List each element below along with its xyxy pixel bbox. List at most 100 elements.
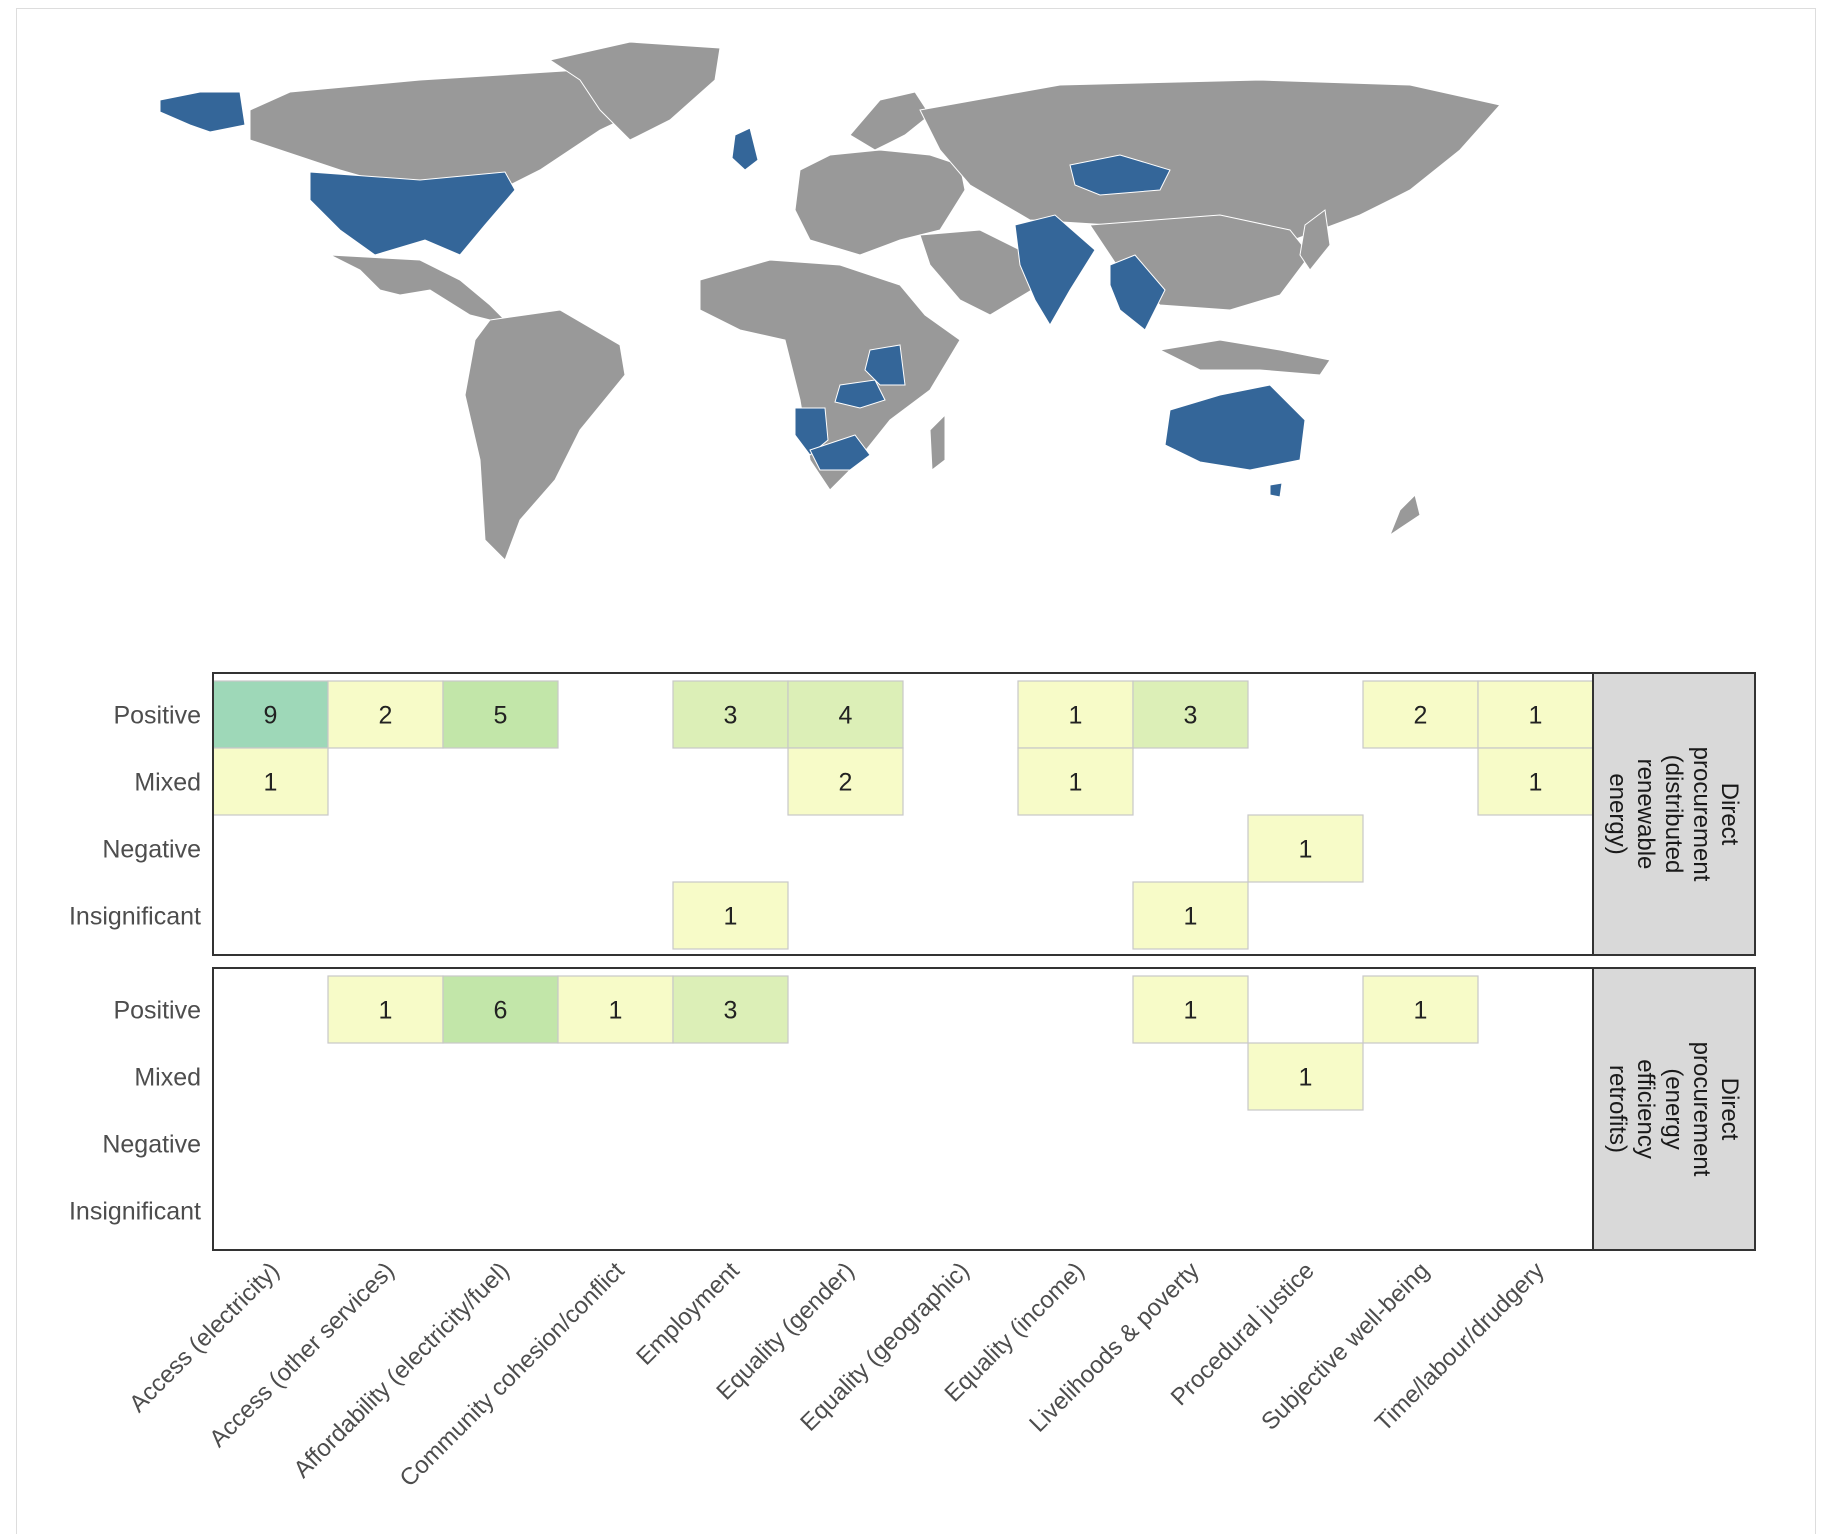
land-mexico-central-america	[329, 254, 512, 326]
land-southeast-asia-islands	[1158, 339, 1331, 376]
highlight-south-africa	[809, 434, 871, 471]
cell-value-label: 1	[609, 997, 623, 1025]
highlight-alaska	[159, 91, 246, 133]
highlight-india	[1014, 214, 1096, 326]
land-middle-east	[919, 229, 1041, 316]
row-label: Mixed	[134, 1064, 201, 1092]
land-africa	[699, 259, 961, 491]
facet-strip-label-line: (energy	[1660, 1068, 1687, 1149]
cell-value-label: 9	[264, 702, 278, 730]
heatmap-cell	[442, 680, 559, 749]
facet-strip	[1592, 672, 1756, 956]
row-label: Positive	[113, 997, 201, 1025]
facet-strip-label-line: renewable	[1632, 759, 1659, 870]
cell-value-label: 1	[1414, 997, 1428, 1025]
cell-value-label: 1	[1299, 1064, 1313, 1092]
cell-value-label: 5	[494, 702, 508, 730]
land-canada	[249, 69, 662, 191]
heatmap-cell	[557, 975, 674, 1044]
heatmap-cell	[1017, 680, 1134, 749]
facet-strip	[1592, 967, 1756, 1251]
land-greenland	[548, 41, 721, 141]
heatmap-cell	[1017, 747, 1134, 816]
highlight-united-kingdom	[731, 127, 759, 171]
map-land	[249, 41, 1501, 561]
x-axis-label: Affordability (electricity/fuel)	[288, 1257, 514, 1483]
land-japan	[1299, 209, 1331, 271]
heatmap-cell	[212, 747, 329, 816]
cell-value-label: 6	[494, 997, 508, 1025]
heatmap-cell	[787, 747, 904, 816]
cell-value-label: 2	[379, 702, 393, 730]
row-label: Negative	[102, 836, 201, 864]
cell-value-label: 4	[839, 702, 853, 730]
heatmap-facets: 9 2 5 3 4 1 3 2 11 2 1 111 1Directprocurement(distri…	[69, 672, 1756, 1251]
highlight-tanzania	[864, 344, 906, 386]
highlight-united-states	[309, 171, 516, 256]
highlight-tasmania	[1269, 482, 1283, 498]
cell-value-label: 3	[724, 997, 738, 1025]
highlight-zambia-malawi	[834, 379, 886, 409]
cell-value-label: 1	[1069, 769, 1083, 797]
heatmap-cell	[1362, 975, 1479, 1044]
heatmap-cell	[327, 975, 444, 1044]
highlight-mainland-southeast-asia	[1109, 254, 1166, 331]
x-axis-label: Employment	[631, 1257, 745, 1371]
heatmap-cell	[442, 975, 559, 1044]
heatmap-cell	[1132, 680, 1249, 749]
heatmap-cell	[672, 975, 789, 1044]
world-map	[159, 40, 1700, 640]
cell-value-label: 1	[1184, 903, 1198, 931]
heatmap-cell	[787, 680, 904, 749]
facet-strip-label-line: retrofits)	[1604, 1065, 1631, 1153]
cell-value-label: 1	[1529, 769, 1543, 797]
cell-value-label: 1	[1299, 836, 1313, 864]
facet-strip-label: Directprocurement(distributedrenewableen…	[1604, 747, 1743, 882]
heatmap-cell	[327, 680, 444, 749]
facet-strip-label-line: Direct	[1716, 1078, 1743, 1141]
land-new-zealand	[1388, 494, 1421, 537]
heatmap-cell	[1132, 881, 1249, 950]
figure-frame	[16, 8, 1816, 1534]
x-axis-labels: Access (electricity)Access (other servic…	[124, 1257, 1550, 1492]
heatmap-cell	[1362, 680, 1479, 749]
cell-value-label: 1	[264, 769, 278, 797]
cell-value-label: 1	[1184, 997, 1198, 1025]
land-russia-asia	[919, 79, 1501, 246]
heatmap-cell	[1247, 1042, 1364, 1111]
row-label: Insignificant	[69, 1198, 201, 1226]
land-madagascar	[929, 413, 946, 471]
cell-value-label: 2	[1414, 702, 1428, 730]
facet-strip-label-line: procurement	[1688, 1042, 1715, 1177]
cell-value-label: 3	[724, 702, 738, 730]
heatmap-cell	[1132, 975, 1249, 1044]
x-axis-label: Community cohesion/conflict	[395, 1257, 630, 1492]
cell-value-label: 3	[1184, 702, 1198, 730]
facet-strip-label-line: efficiency	[1632, 1059, 1659, 1159]
heatmap-cell	[1247, 814, 1364, 883]
highlight-australia	[1164, 384, 1306, 471]
cell-value-label: 1	[379, 997, 393, 1025]
map-highlighted-countries	[159, 91, 1306, 498]
facet-strip-label-line: procurement	[1688, 747, 1715, 882]
facet-strip-label-line: energy)	[1604, 773, 1631, 854]
cell-value-label: 1	[724, 903, 738, 931]
land-south-america	[464, 309, 626, 561]
facet-strip-label: Directprocurement(energyefficiencyretrof…	[1604, 1042, 1743, 1177]
facet-panel-1: 9 2 5 3 4 1 3 2 1 1 2 1 1 1 1 1 Directprocurement(distri…	[69, 672, 1756, 956]
facet-panel-2: 1 6 1 3 1 1 1 Directprocurement(energyefficienc…	[69, 967, 1756, 1251]
row-label: Positive	[113, 702, 201, 730]
world-map-svg	[159, 41, 1501, 561]
heatmap-cell	[672, 680, 789, 749]
row-label: Mixed	[134, 769, 201, 797]
cell-value-label: 1	[1529, 702, 1543, 730]
facet-strip-label-line: (distributed	[1660, 755, 1687, 874]
land-europe	[794, 149, 966, 256]
row-label: Negative	[102, 1131, 201, 1159]
highlight-mongolia	[1069, 154, 1171, 196]
cell-value-label: 2	[839, 769, 853, 797]
x-axis-label: Access (other services)	[204, 1257, 399, 1452]
row-label: Insignificant	[69, 903, 201, 931]
